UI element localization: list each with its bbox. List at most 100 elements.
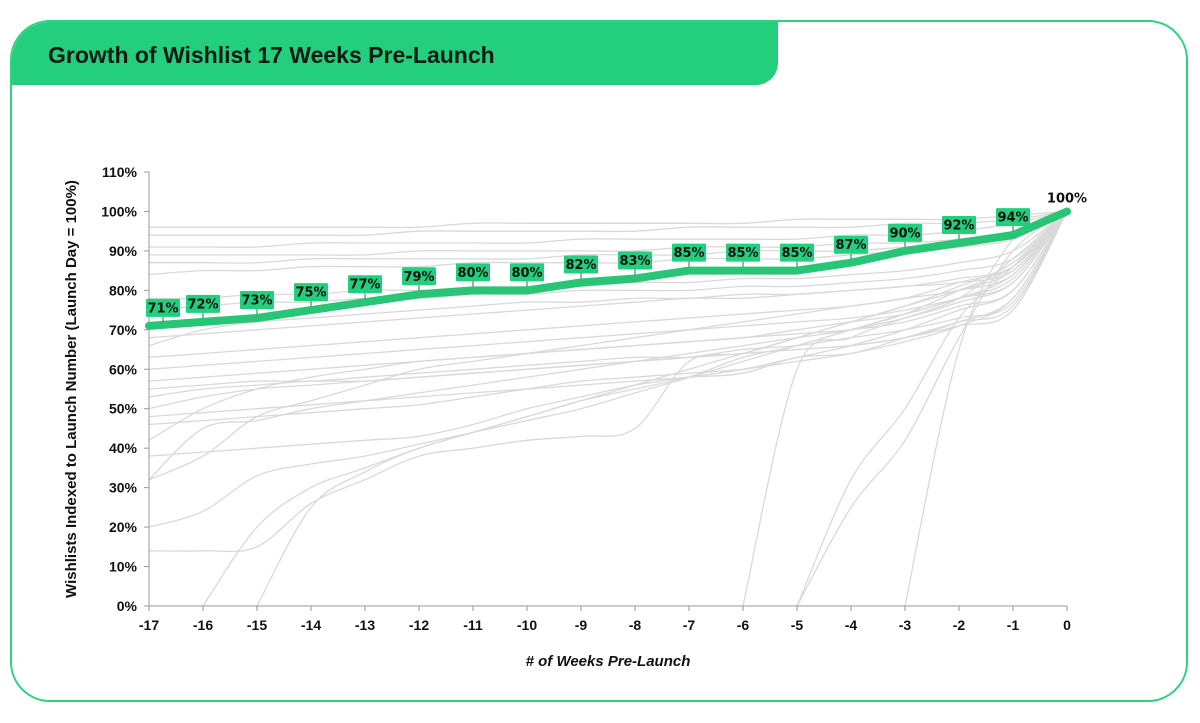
y-tick-label: 10% xyxy=(109,559,138,575)
y-tick-label: 20% xyxy=(109,519,138,535)
data-label-box xyxy=(672,243,706,262)
background-series-line-21 xyxy=(148,211,1068,481)
y-tick-label: 100% xyxy=(101,203,137,219)
data-label: 80% xyxy=(456,263,490,287)
x-tick-label: -10 xyxy=(517,617,537,633)
x-tick-label: -9 xyxy=(575,617,588,633)
data-label: 82% xyxy=(564,255,598,279)
background-series-line-26 xyxy=(256,211,1068,607)
data-label-box xyxy=(726,243,760,262)
y-axis-title: Wishlists Indexed to Launch Number (Laun… xyxy=(63,180,80,598)
x-tick-label: -14 xyxy=(301,617,321,633)
data-label-text: 80% xyxy=(457,266,488,281)
data-label-box xyxy=(186,294,220,313)
x-tick-label: -3 xyxy=(899,617,912,633)
data-label: 90% xyxy=(888,223,922,247)
background-series-group xyxy=(148,210,1068,607)
background-series-line-27 xyxy=(742,211,1068,607)
data-label: 71% xyxy=(146,298,180,322)
data-label: 77% xyxy=(348,275,382,299)
data-label: 92% xyxy=(942,216,976,240)
data-label-text: 85% xyxy=(781,246,812,261)
data-label-box xyxy=(510,263,544,282)
background-series-line-30 xyxy=(904,210,1068,607)
background-series-line-28 xyxy=(796,211,1068,607)
data-label-box xyxy=(146,298,180,317)
data-label-box xyxy=(618,251,652,270)
data-label-box xyxy=(564,255,598,274)
data-label: 75% xyxy=(294,283,328,307)
data-label: 85% xyxy=(672,243,706,267)
data-label-box xyxy=(456,263,490,282)
highlight-series-line xyxy=(145,207,1071,330)
background-series-line-6 xyxy=(148,210,1068,276)
x-tick-label: -8 xyxy=(629,617,642,633)
y-tick-label: 60% xyxy=(109,361,138,377)
x-tick-label: -1 xyxy=(1007,617,1020,633)
background-series-line-23 xyxy=(148,211,1068,528)
x-tick-label: 0 xyxy=(1063,617,1071,633)
data-label: 85% xyxy=(726,243,760,267)
data-label-box xyxy=(888,223,922,242)
y-tick-label: 80% xyxy=(109,282,138,298)
data-label-text: 83% xyxy=(619,254,650,269)
y-tick-label: 50% xyxy=(109,401,138,417)
data-label: 85% xyxy=(780,243,814,267)
background-series-line-2 xyxy=(149,210,1068,237)
x-tick-label: -6 xyxy=(737,617,750,633)
y-tick-label: 30% xyxy=(109,480,138,496)
y-tick-label: 90% xyxy=(109,243,138,259)
background-series-line-10 xyxy=(148,211,1068,347)
data-label-text: 85% xyxy=(727,246,758,261)
y-tick-label: 40% xyxy=(109,440,138,456)
axes xyxy=(148,172,1067,607)
data-label-box xyxy=(348,275,382,294)
data-label-text: 80% xyxy=(511,266,542,281)
x-tick-label: -7 xyxy=(683,617,696,633)
background-series-line-4 xyxy=(149,210,1068,256)
data-label-box xyxy=(780,243,814,262)
background-series-line-20 xyxy=(148,211,1068,481)
data-label-text: 90% xyxy=(889,226,920,241)
background-series-line-1 xyxy=(149,210,1068,229)
data-label-text: 79% xyxy=(403,270,434,285)
background-series-line-18 xyxy=(148,211,1068,398)
highlight-series-group xyxy=(145,207,1071,330)
data-label-text: 82% xyxy=(565,258,596,273)
x-tick-label: -4 xyxy=(845,617,858,633)
data-label: 94% xyxy=(996,208,1030,232)
data-label-box xyxy=(834,235,868,254)
x-tick-label: -17 xyxy=(139,617,159,633)
data-labels: 71% 72% 73% 75% 77% 79% 80% 80% 82% 83% 85% 85% 85% 8… xyxy=(146,191,1087,322)
data-label-text: 92% xyxy=(943,219,974,234)
x-axis-title: # of Weeks Pre-Launch xyxy=(526,653,691,670)
y-tick-label: 110% xyxy=(102,164,138,180)
y-tick-label: 70% xyxy=(109,322,138,338)
x-tick-label: -12 xyxy=(409,617,429,633)
data-label-box xyxy=(294,283,328,302)
chart-card: Growth of Wishlist 17 Weeks Pre-Launch xyxy=(10,20,1188,702)
data-label-text: 94% xyxy=(997,211,1028,226)
x-tick-label: -2 xyxy=(953,617,966,633)
y-tick-labels: 0% 10% 20% 30% 40% 50% 60% 70% 80% 90% 100% 110% xyxy=(101,164,149,614)
data-label-text: 87% xyxy=(835,238,866,253)
data-label-box xyxy=(942,216,976,235)
x-tick-label: -16 xyxy=(193,617,213,633)
background-series-line-8 xyxy=(148,211,1068,311)
data-label-text: 71% xyxy=(147,301,178,316)
data-label-text: 85% xyxy=(673,246,704,261)
data-label-text: 73% xyxy=(241,293,272,308)
y-tick-label: 0% xyxy=(117,598,138,614)
background-series-line-17 xyxy=(148,211,1068,426)
background-series-line-29 xyxy=(796,210,1068,607)
data-label: 80% xyxy=(510,263,544,287)
data-label: 83% xyxy=(618,251,652,275)
data-label-text: 77% xyxy=(349,278,380,293)
title-banner: Growth of Wishlist 17 Weeks Pre-Launch xyxy=(12,22,778,85)
x-tick-labels: -17 -16 -15 -14 -13 -12 -11 -10 -9 -8 -7 -6 -5 -4 -3 -2… xyxy=(139,606,1071,633)
chart-title: Growth of Wishlist 17 Weeks Pre-Launch xyxy=(48,42,495,68)
x-tick-label: -5 xyxy=(791,617,804,633)
data-label-box xyxy=(996,208,1030,227)
data-label-text: 100% xyxy=(1047,191,1087,206)
